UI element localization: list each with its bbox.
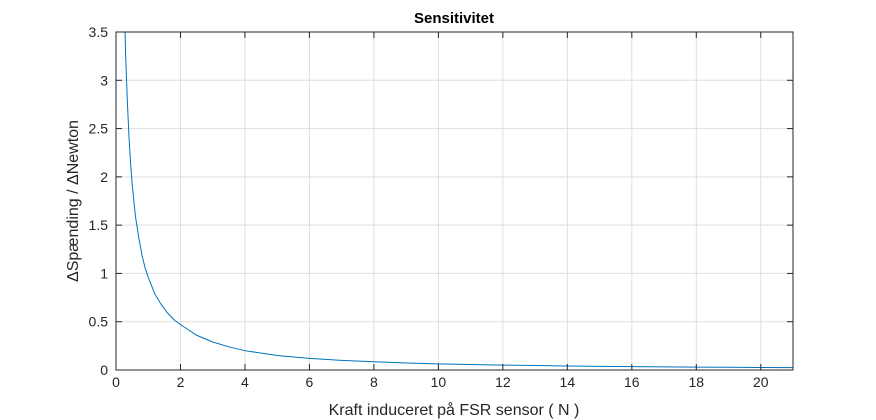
sensitivity-series-line (124, 31, 794, 369)
x-tick-label: 16 (624, 374, 640, 390)
plot-area-border (115, 31, 794, 371)
y-tick-label: 1 (100, 265, 108, 281)
y-tick-label: 0 (100, 362, 108, 378)
x-tick-label: 12 (495, 374, 511, 390)
x-tick-label: 20 (753, 374, 769, 390)
series-layer (124, 31, 794, 369)
x-tick-label: 0 (112, 374, 120, 390)
y-tick-label: 1.5 (89, 217, 109, 233)
x-tick-label: 4 (241, 374, 249, 390)
chart-title: Sensitivitet (414, 10, 494, 27)
y-tick-label: 3.5 (89, 24, 109, 40)
x-tick-label: 18 (688, 374, 704, 390)
x-tick-label: 2 (177, 374, 185, 390)
x-tick-label: 8 (370, 374, 378, 390)
y-tick-label: 2.5 (89, 121, 109, 137)
x-tick-labels: 0 2 4 6 8 10 12 14 16 18 20 (112, 374, 769, 390)
x-tick-label: 6 (306, 374, 314, 390)
x-tick-label: 14 (560, 374, 576, 390)
plot-area-background (116, 32, 793, 370)
y-tick-label: 0.5 (89, 314, 109, 330)
tick-marks (115, 31, 793, 371)
y-tick-label: 2 (100, 169, 108, 185)
x-axis-title: Kraft induceret på FSR sensor ( N ) (329, 401, 580, 419)
y-axis-title: ΔSpænding / ΔNewton (65, 120, 82, 282)
y-tick-labels: 0 0.5 1 1.5 2 2.5 3 3.5 (89, 24, 109, 378)
y-tick-label: 3 (100, 72, 108, 88)
x-tick-label: 10 (431, 374, 447, 390)
